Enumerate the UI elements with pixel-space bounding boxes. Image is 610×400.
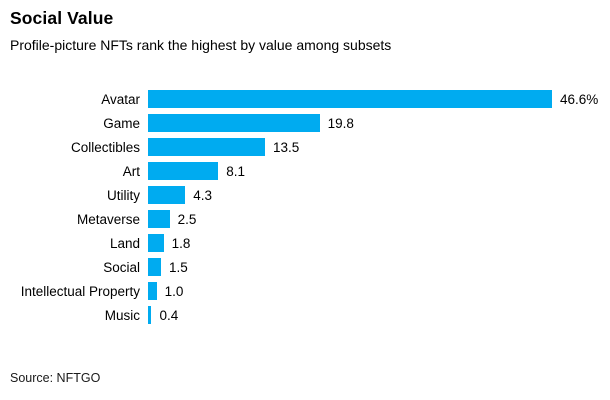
bar-row: Art 8.1 [0,159,610,183]
bar [148,306,152,324]
chart-title: Social Value [10,8,114,28]
bar [148,114,320,132]
bar [148,162,219,180]
bar-chart: Avatar 46.6% Game 19.8 Collectibles 13.5 Art 8.… [0,87,610,327]
chart-subtitle: Profile-picture NFTs rank the highest by… [10,37,392,53]
category-label: Land [109,235,140,251]
source-note: Source: NFTGO [10,371,101,385]
value-label: 0.4 [159,307,179,323]
category-label: Social [103,259,140,275]
bar-row: Metaverse 2.5 [0,207,610,231]
bar-row: Avatar 46.6% [0,87,610,111]
bar [148,210,170,228]
category-label: Avatar [101,91,140,107]
category-label: Music [104,307,140,323]
value-label: 19.8 [327,115,354,131]
bar [148,234,164,252]
category-label: Game [103,115,140,131]
bar-row: Utility 4.3 [0,183,610,207]
bar-row: Game 19.8 [0,111,610,135]
category-label: Art [122,163,140,179]
category-label: Collectibles [70,139,140,155]
bar [148,90,552,108]
value-label: 8.1 [226,163,245,179]
bar [148,186,186,204]
value-label: 46.6% [560,91,599,107]
category-label: Utility [107,187,140,203]
bar-row: Collectibles 13.5 [0,135,610,159]
bar-row: Social 1.5 [0,255,610,279]
bar [148,138,266,156]
value-label: 4.3 [193,187,213,203]
value-label: 1.5 [169,259,188,275]
value-label: 2.5 [177,211,197,227]
category-label: Intellectual Property [20,283,140,299]
value-label: 1.8 [171,235,191,251]
value-label: 13.5 [273,139,300,155]
bar [148,258,161,276]
bar [148,282,157,300]
bar-row: Intellectual Property 1.0 [0,279,610,303]
bar-row: Music 0.4 [0,303,610,327]
category-label: Metaverse [76,211,140,227]
value-label: 1.0 [164,283,184,299]
bar-row: Land 1.8 [0,231,610,255]
